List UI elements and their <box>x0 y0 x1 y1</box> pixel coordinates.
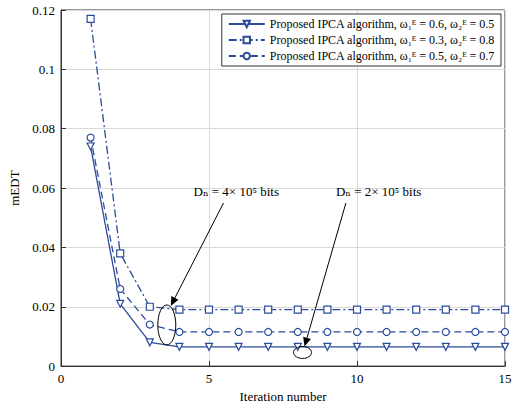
svg-text:0.06: 0.06 <box>32 181 55 196</box>
svg-text:Proposed IPCA algorithm, ω₁ᴱ =: Proposed IPCA algorithm, ω₁ᴱ = 0.3, ω₂ᴱ … <box>270 33 495 47</box>
svg-text:0.12: 0.12 <box>32 3 55 18</box>
svg-text:Dₙ = 2× 10⁵ bits: Dₙ = 2× 10⁵ bits <box>336 184 422 199</box>
svg-text:Dₙ = 4× 10⁵ bits: Dₙ = 4× 10⁵ bits <box>194 184 280 199</box>
svg-text:0.04: 0.04 <box>32 240 55 255</box>
svg-text:Proposed IPCA algorithm, ω₁ᴱ =: Proposed IPCA algorithm, ω₁ᴱ = 0.6, ω₂ᴱ … <box>270 17 495 31</box>
svg-text:0: 0 <box>58 371 65 386</box>
svg-text:0.1: 0.1 <box>39 62 55 77</box>
svg-text:0.08: 0.08 <box>32 121 55 136</box>
svg-text:0.02: 0.02 <box>32 299 55 314</box>
svg-text:Proposed IPCA algorithm, ω₁ᴱ =: Proposed IPCA algorithm, ω₁ᴱ = 0.5, ω₂ᴱ … <box>270 49 495 63</box>
svg-text:0: 0 <box>49 359 56 374</box>
svg-text:Iteration number: Iteration number <box>240 389 328 404</box>
svg-text:15: 15 <box>499 371 512 386</box>
svg-text:10: 10 <box>351 371 364 386</box>
svg-text:5: 5 <box>206 371 213 386</box>
svg-text:mEDT: mEDT <box>7 170 22 205</box>
